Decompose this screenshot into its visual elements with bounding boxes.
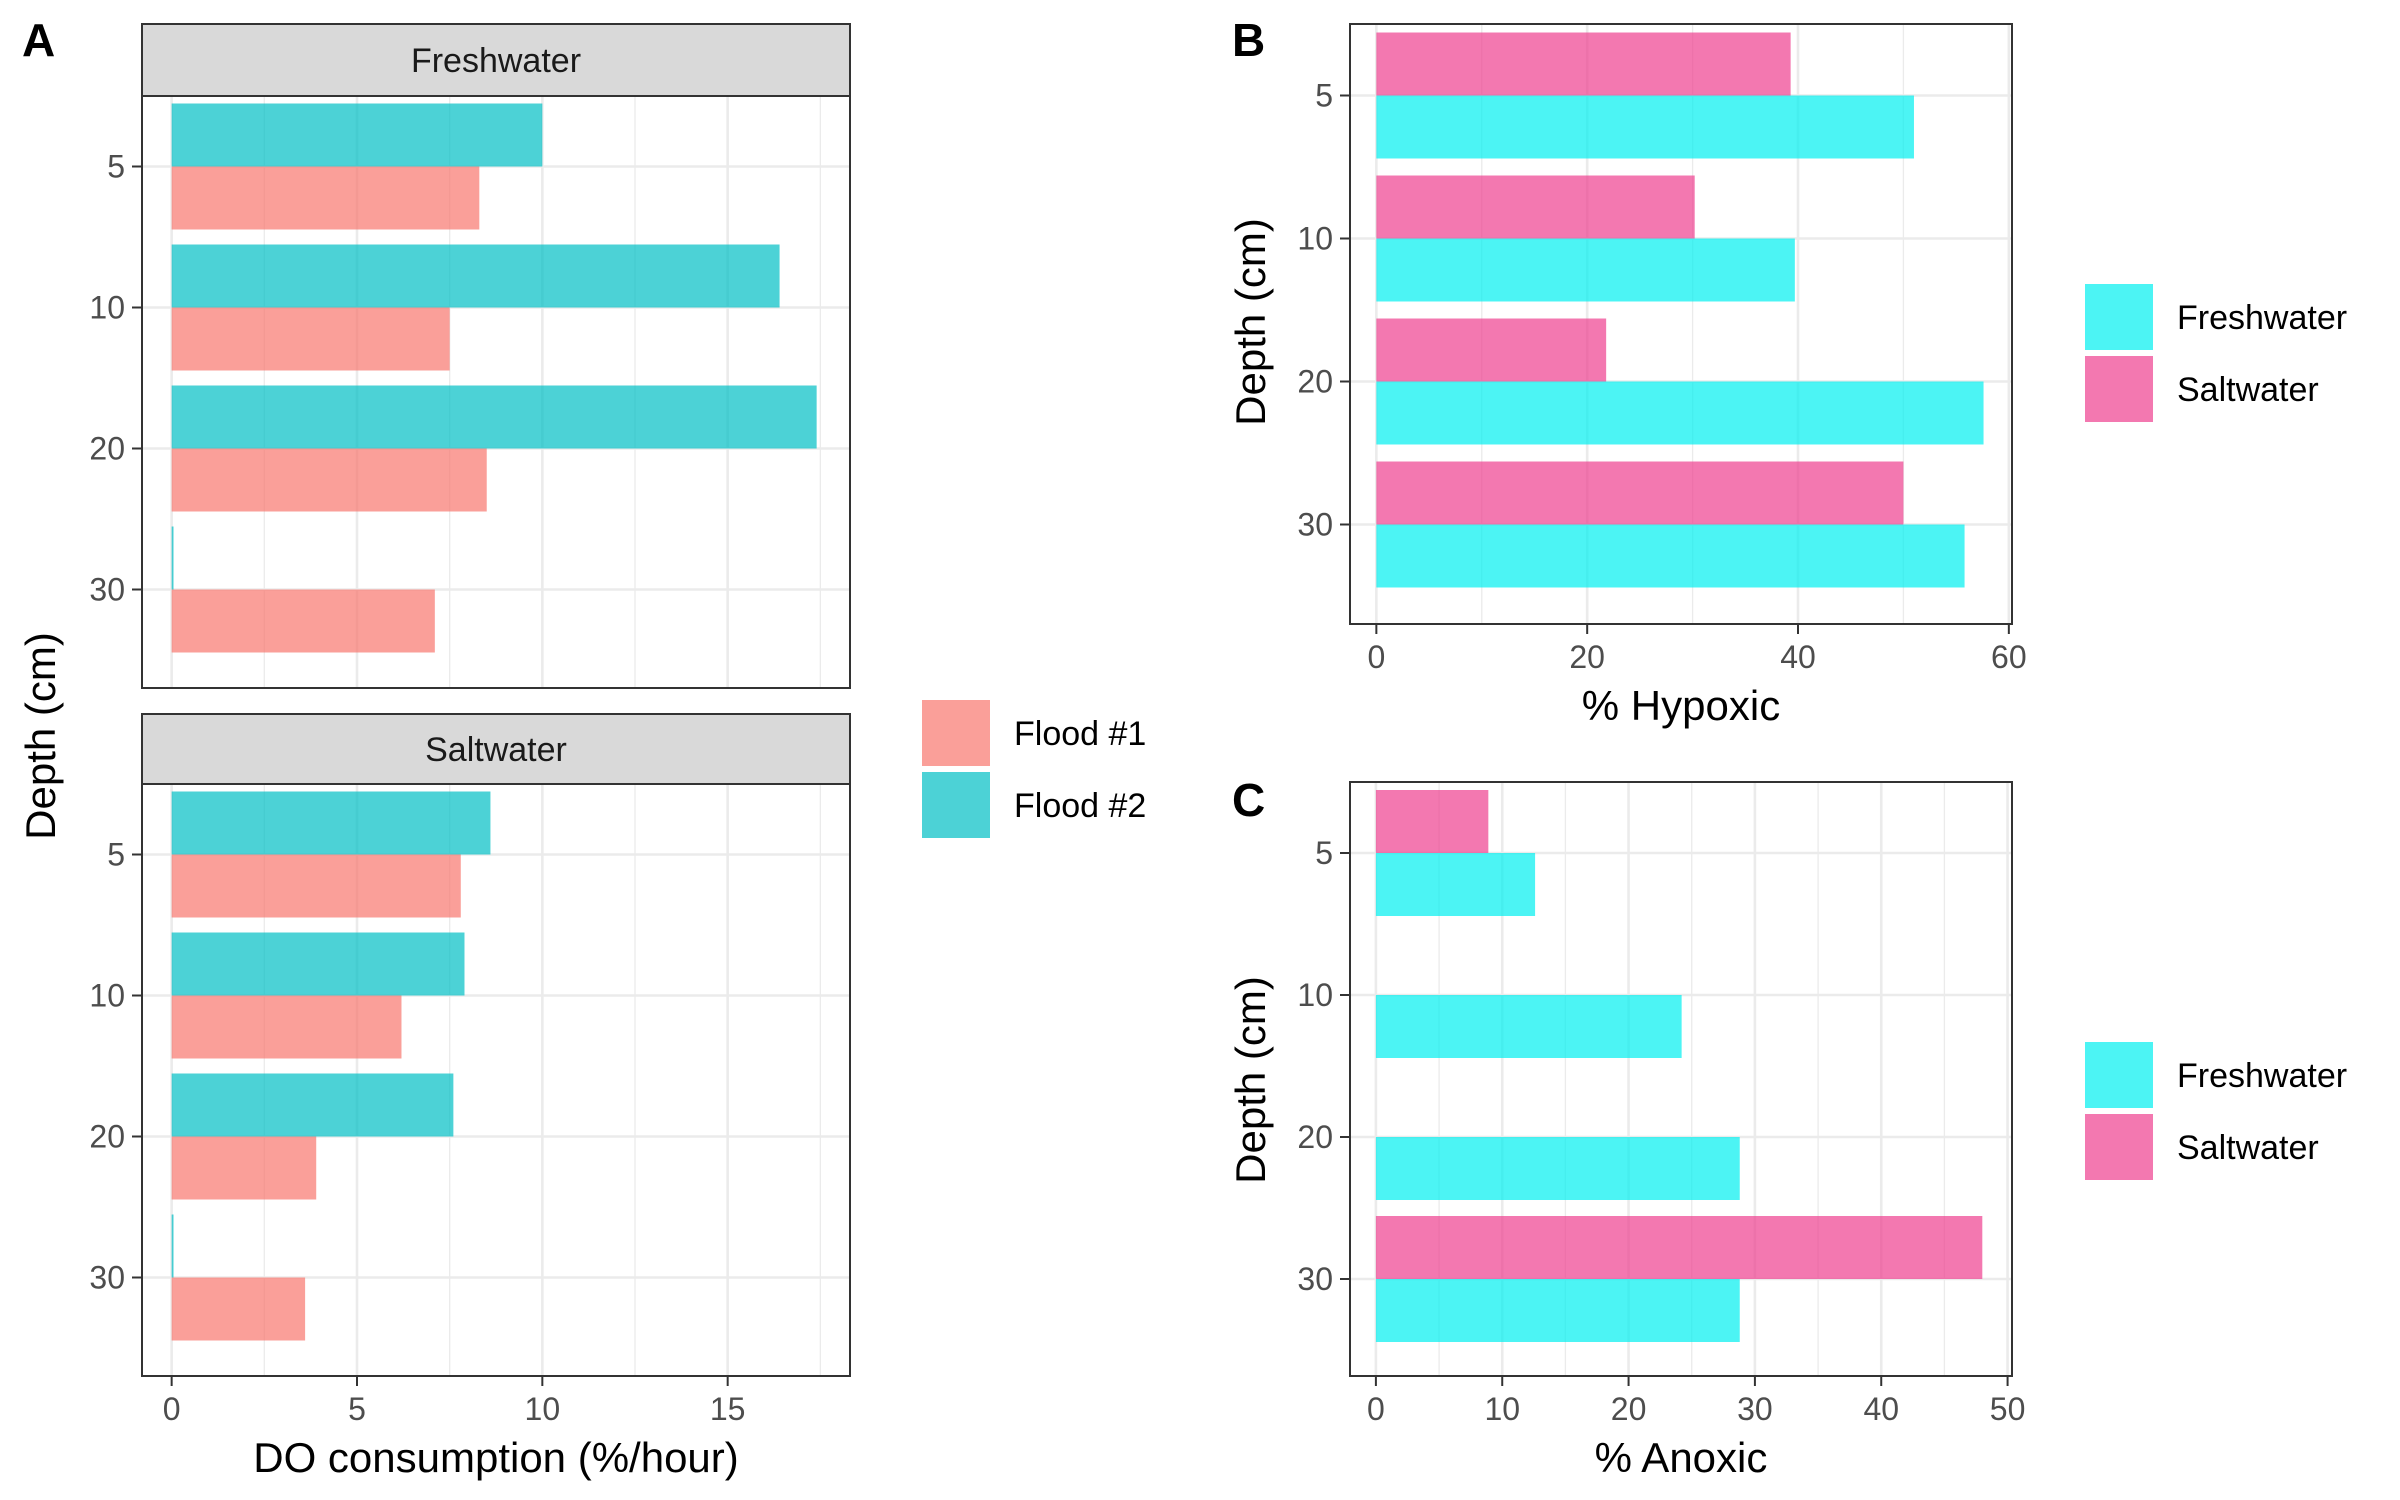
panel-a-saltwater-x-tick-label: 10 bbox=[525, 1391, 561, 1427]
panel-c-x-tick-label: 50 bbox=[1990, 1391, 2026, 1427]
legend-b-label: Saltwater bbox=[2177, 371, 2319, 409]
panel-a-saltwater-bar bbox=[171, 1277, 306, 1341]
panel-c-y-tick-label: 30 bbox=[1297, 1261, 1333, 1297]
panel-a-freshwater-bar bbox=[171, 166, 480, 230]
legend-c-key bbox=[2085, 1114, 2153, 1180]
panel-b-y-tick-label: 5 bbox=[1315, 78, 1333, 114]
legend-c: Freshwater Saltwater bbox=[2085, 1042, 2347, 1180]
panel-b-x-tick-label: 0 bbox=[1367, 639, 1385, 675]
panel-a-freshwater-bar bbox=[171, 103, 543, 167]
facet-strip-label-saltwater: Saltwater bbox=[425, 731, 567, 769]
legend-b-key bbox=[2085, 284, 2153, 350]
panel-b-bar bbox=[1376, 524, 1965, 588]
facet-strip-label-freshwater: Freshwater bbox=[411, 42, 581, 80]
panel-b-bar bbox=[1376, 32, 1791, 96]
panel-c-bar bbox=[1375, 1216, 1983, 1279]
panel-c-x-axis-title: % Anoxic bbox=[1595, 1434, 1768, 1481]
panel-a-freshwater-bar bbox=[171, 589, 435, 653]
legend-a-label: Flood #1 bbox=[1014, 715, 1146, 753]
panel-c-x-tick-label: 20 bbox=[1611, 1391, 1647, 1427]
facet-strip-saltwater bbox=[141, 713, 851, 785]
panel-c-bar bbox=[1375, 995, 1682, 1058]
panel-a-saltwater-y-tick-label: 10 bbox=[89, 978, 125, 1014]
panel-b-bar bbox=[1376, 381, 1984, 445]
legend-a-label: Flood #2 bbox=[1014, 787, 1146, 825]
legend-b: Freshwater Saltwater bbox=[2085, 284, 2347, 422]
panel-b-bar bbox=[1376, 238, 1795, 302]
legend-b-label: Freshwater bbox=[2177, 299, 2347, 337]
panel-a-saltwater-y-tick-label: 5 bbox=[107, 837, 125, 873]
panel-a-saltwater-bar bbox=[171, 1214, 174, 1278]
panel-a-saltwater-x-tick-label: 15 bbox=[710, 1391, 746, 1427]
panel-a-saltwater-bar bbox=[171, 854, 461, 918]
panel-c-y-tick-label: 10 bbox=[1297, 977, 1333, 1013]
panel-b-x-axis-title: % Hypoxic bbox=[1582, 682, 1780, 729]
panel-a-freshwater-y-tick-label: 20 bbox=[89, 431, 125, 467]
legend-c-label: Saltwater bbox=[2177, 1129, 2319, 1167]
panel-b-y-tick-label: 20 bbox=[1297, 364, 1333, 400]
panel-a-freshwater-y-tick-label: 10 bbox=[89, 290, 125, 326]
panel-c-panel: 5 10 20 30 0 10 20 30 40 50 bbox=[1297, 781, 2026, 1427]
panel-c-y-tick-label: 5 bbox=[1315, 835, 1333, 871]
panel-b-bar bbox=[1376, 95, 1914, 159]
panel-a-freshwater-bar bbox=[171, 385, 817, 449]
panel-a-saltwater-bar bbox=[171, 1136, 317, 1200]
panel-a-freshwater-bar bbox=[171, 448, 487, 512]
panel-a-saltwater-bar bbox=[171, 995, 402, 1059]
panel-a-freshwater-panel-border bbox=[141, 95, 851, 689]
panel-a-freshwater-bar bbox=[171, 244, 780, 308]
panel-a-freshwater-panel: 5 10 20 30 bbox=[89, 95, 851, 689]
panel-a-saltwater-y-tick-label: 30 bbox=[89, 1260, 125, 1296]
panel-c-y-tick-label: 20 bbox=[1297, 1119, 1333, 1155]
panel-a-x-axis-title: DO consumption (%/hour) bbox=[253, 1434, 739, 1481]
panel-b-bar bbox=[1376, 318, 1607, 382]
panel-b-x-tick-label: 40 bbox=[1780, 639, 1816, 675]
panel-a-saltwater-bar bbox=[171, 932, 465, 996]
panel-a-saltwater-bar bbox=[171, 791, 491, 855]
panel-c-x-tick-label: 10 bbox=[1484, 1391, 1520, 1427]
panel-c-bar bbox=[1375, 790, 1489, 853]
legend-c-label: Freshwater bbox=[2177, 1057, 2347, 1095]
chart-panels: Freshwater 5 10 20 30 Saltwater 5 10 20 30 0 5 10 15 D… bbox=[17, 23, 2347, 1481]
panel-c-bar bbox=[1375, 1137, 1740, 1200]
panel-label-a: A bbox=[22, 14, 55, 66]
panel-b-bar bbox=[1376, 461, 1904, 525]
panel-label-c: C bbox=[1232, 774, 1265, 826]
panel-a-freshwater-y-tick-label: 5 bbox=[107, 149, 125, 185]
panel-c-x-tick-label: 30 bbox=[1737, 1391, 1773, 1427]
panel-b-panel: 5 10 20 30 0 20 40 60 bbox=[1297, 23, 2027, 675]
panel-b-y-tick-label: 30 bbox=[1297, 507, 1333, 543]
panel-b-bar bbox=[1376, 175, 1695, 239]
legend-a: Flood #1 Flood #2 bbox=[922, 700, 1146, 838]
panel-b-x-tick-label: 20 bbox=[1569, 639, 1605, 675]
legend-c-key bbox=[2085, 1042, 2153, 1108]
panel-b-y-axis-title: Depth (cm) bbox=[1227, 218, 1274, 426]
panel-a-saltwater-x-tick-label: 5 bbox=[348, 1391, 366, 1427]
panel-a-freshwater-bar bbox=[171, 307, 450, 371]
panel-b-panel-border bbox=[1349, 23, 2013, 625]
panel-a-saltwater-x-tick-label: 0 bbox=[163, 1391, 181, 1427]
panel-a-saltwater-panel-border bbox=[141, 783, 851, 1377]
panel-c-x-tick-label: 40 bbox=[1863, 1391, 1899, 1427]
facet-strip-freshwater bbox=[141, 23, 851, 97]
panel-a-saltwater-bar bbox=[171, 1073, 454, 1137]
legend-a-key bbox=[922, 772, 990, 838]
panel-a-y-axis-title: Depth (cm) bbox=[17, 632, 64, 840]
panel-c-bar bbox=[1375, 1279, 1740, 1342]
panel-b-x-tick-label: 60 bbox=[1991, 639, 2027, 675]
panel-a-freshwater-bar bbox=[171, 526, 174, 590]
panel-c-y-axis-title: Depth (cm) bbox=[1227, 976, 1274, 1184]
panel-b-y-tick-label: 10 bbox=[1297, 221, 1333, 257]
panel-a-freshwater-y-tick-label: 30 bbox=[89, 572, 125, 608]
panel-a-saltwater-y-tick-label: 20 bbox=[89, 1119, 125, 1155]
legend-a-key bbox=[922, 700, 990, 766]
panel-c-panel-border bbox=[1349, 781, 2013, 1377]
panel-c-bar bbox=[1375, 853, 1536, 916]
panel-a-saltwater-panel: 5 10 20 30 0 5 10 15 bbox=[89, 783, 851, 1427]
legend-b-key bbox=[2085, 356, 2153, 422]
panel-label-b: B bbox=[1232, 14, 1265, 66]
panel-c-x-tick-label: 0 bbox=[1367, 1391, 1385, 1427]
